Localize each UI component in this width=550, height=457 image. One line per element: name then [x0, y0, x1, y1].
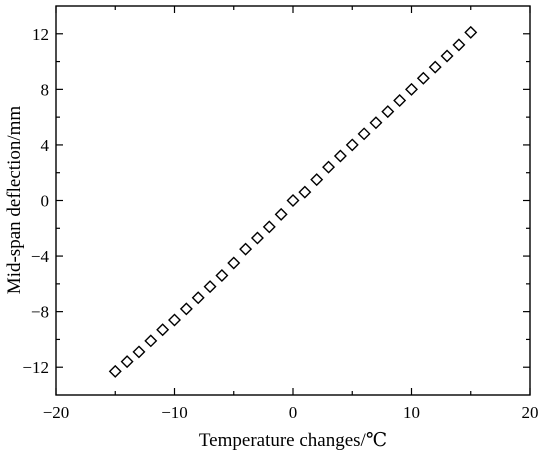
data-point: [156, 323, 170, 337]
data-point: [227, 256, 241, 270]
data-point: [416, 71, 430, 85]
data-point: [298, 185, 312, 199]
data-point: [120, 355, 134, 369]
data-point: [250, 231, 264, 245]
x-tick-label: 20: [522, 403, 539, 422]
x-tick-label: 10: [403, 403, 420, 422]
y-tick-label: 0: [41, 192, 50, 211]
data-point: [191, 291, 205, 305]
data-point: [322, 160, 336, 174]
y-tick-label: 12: [32, 25, 49, 44]
data-point: [452, 38, 466, 52]
data-point: [168, 313, 181, 327]
x-tick-label: −10: [161, 403, 188, 422]
x-axis-title: Temperature changes/℃: [199, 430, 387, 451]
y-tick-label: −4: [31, 247, 50, 266]
data-point: [405, 82, 418, 96]
data-point: [345, 138, 359, 152]
data-point: [262, 220, 276, 234]
data-point: [179, 302, 193, 316]
y-tick-label: 4: [41, 136, 50, 155]
x-axis: −20 −10 0 10 20: [43, 6, 539, 422]
data-point: [333, 149, 347, 163]
data-point: [464, 25, 478, 39]
y-tick-label: −8: [31, 303, 49, 322]
y-tick-label: −12: [22, 358, 49, 377]
plot-frame: [55, 5, 531, 396]
data-point: [369, 116, 383, 130]
data-point: [274, 207, 288, 221]
data-point: [132, 345, 146, 359]
data-point: [310, 173, 324, 187]
data-point: [428, 60, 442, 74]
x-tick-label: −20: [43, 403, 70, 422]
y-axis-title: Mid-span deflection/mm: [4, 106, 25, 295]
data-point: [108, 364, 122, 378]
y-axis: −12 −8 −4 0 4 8 12: [22, 25, 530, 377]
data-point: [203, 280, 217, 294]
data-point: [239, 242, 253, 256]
x-tick-label: 0: [289, 403, 298, 422]
data-point: [393, 93, 407, 107]
data-point: [215, 269, 229, 283]
data-series: [108, 25, 478, 378]
y-tick-label: 8: [41, 80, 50, 99]
data-point: [440, 49, 454, 63]
data-point: [286, 194, 300, 207]
data-point: [144, 334, 158, 348]
data-point: [381, 105, 395, 119]
data-point: [357, 127, 371, 141]
